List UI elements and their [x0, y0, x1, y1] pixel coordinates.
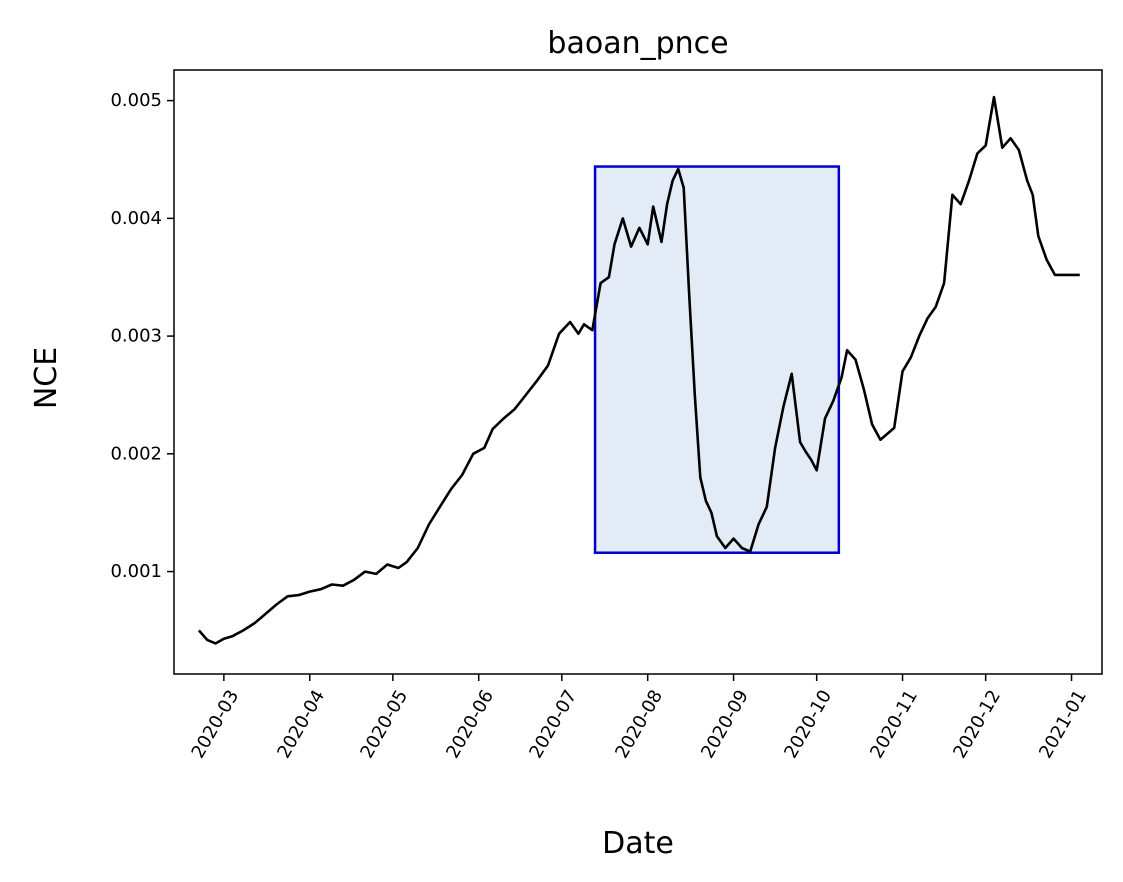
x-tick-label: 2020-08 — [611, 686, 667, 762]
x-tick-label: 2020-10 — [780, 686, 836, 762]
x-axis-label: Date — [602, 826, 674, 861]
plot-frame — [173, 69, 1103, 675]
x-tick-label: 2020-12 — [949, 686, 1005, 762]
plot-area — [197, 95, 1080, 645]
y-tick-label: 0.001 — [110, 561, 162, 582]
x-tick-label: 2020-03 — [187, 686, 243, 762]
y-tick-label: 0.005 — [110, 90, 162, 111]
y-tick-label: 0.004 — [110, 208, 162, 229]
chart-title: baoan_pnce — [547, 26, 728, 61]
x-tick-label: 2021-01 — [1035, 686, 1091, 762]
highlight-region — [593, 165, 841, 554]
x-tick-label: 2020-07 — [525, 686, 581, 762]
x-tick-label: 2020-04 — [273, 686, 329, 762]
y-tick-label: 0.002 — [110, 443, 162, 464]
y-axis-label: NCE — [29, 347, 64, 409]
x-tick-label: 2020-09 — [697, 686, 753, 762]
x-tick-label: 2020-11 — [866, 686, 922, 762]
x-tick-label: 2020-06 — [442, 686, 498, 762]
series-line-0 — [197, 95, 1080, 645]
x-tick-label: 2020-05 — [356, 686, 412, 762]
x-axis: 2020-03 2020-04 2020-05 2020-06 2020-07 2020-… — [187, 674, 1091, 762]
y-axis: 0.001 0.002 0.003 0.004 0.005 — [110, 90, 174, 582]
y-tick-label: 0.003 — [110, 326, 162, 347]
